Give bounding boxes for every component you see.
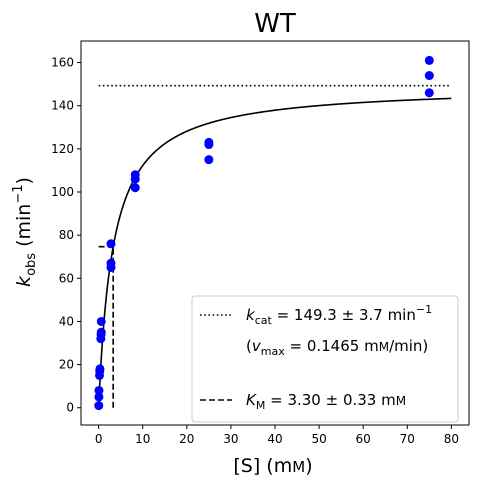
- chart-title: WT: [254, 9, 296, 39]
- y-tick-label: 160: [51, 56, 74, 70]
- data-point: [130, 183, 140, 193]
- data-point: [96, 316, 106, 326]
- data-point: [130, 170, 140, 180]
- x-tick-label: 30: [223, 432, 238, 446]
- legend-box: [191, 295, 459, 423]
- x-axis-label: [S] (mM): [233, 455, 312, 477]
- x-tick-label: 20: [179, 432, 194, 446]
- y-tick-label: 140: [51, 99, 74, 113]
- legend-kcat-label: kcat = 149.3 ± 3.7 min−1: [246, 303, 432, 327]
- x-tick-label: 70: [400, 432, 415, 446]
- fit-curve: [97, 97, 452, 408]
- data-point: [424, 88, 434, 98]
- x-tick-label: 50: [311, 432, 326, 446]
- data-point: [424, 71, 434, 81]
- y-tick-label: 100: [51, 185, 74, 199]
- data-point: [94, 385, 104, 395]
- y-tick-label: 20: [59, 358, 74, 372]
- y-axis-label: kobs (min−1): [11, 177, 39, 287]
- data-point: [424, 55, 434, 65]
- y-tick-label: 0: [66, 401, 74, 415]
- y-tick-label: 40: [59, 314, 74, 328]
- x-tick-label: 60: [356, 432, 371, 446]
- y-axis: 0 20 40 60 80 100 120 140 160: [51, 56, 81, 415]
- data-point: [106, 258, 116, 268]
- data-points: [94, 55, 434, 411]
- data-point: [204, 155, 214, 165]
- data-point: [94, 401, 104, 411]
- x-tick-label: 10: [135, 432, 150, 446]
- y-tick-label: 60: [59, 271, 74, 285]
- legend-vmax-label: (vmax = 0.1465 mM/min): [246, 337, 428, 358]
- data-point: [106, 239, 116, 249]
- y-tick-label: 80: [59, 228, 74, 242]
- data-point: [94, 392, 104, 402]
- x-tick-label: 80: [444, 432, 459, 446]
- legend-km-label: KM = 3.30 ± 0.33 mM: [246, 391, 406, 412]
- y-tick-label: 120: [51, 142, 74, 156]
- x-tick-label: 0: [95, 432, 103, 446]
- data-point: [95, 364, 105, 374]
- legend: kcat = 149.3 ± 3.7 min−1 (vmax = 0.1465 …: [191, 295, 459, 423]
- data-point: [204, 137, 214, 147]
- x-tick-label: 40: [267, 432, 282, 446]
- data-point: [96, 327, 106, 337]
- x-axis: 0 10 20 30 40 50 60 70 80: [95, 425, 459, 446]
